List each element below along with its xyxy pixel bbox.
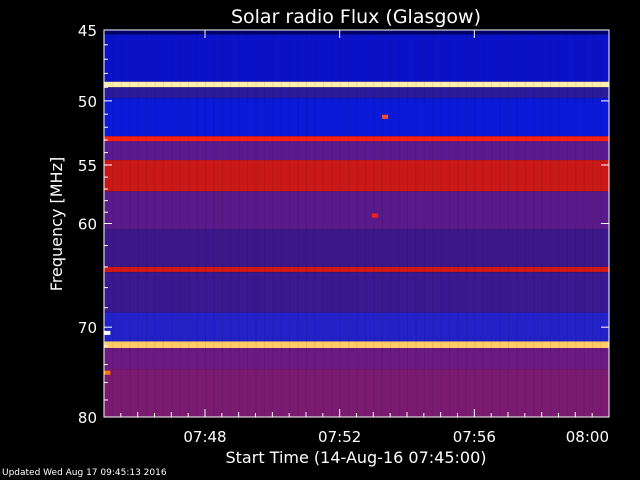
noise-stripe-33 [381, 30, 383, 417]
x-tick-label-2: 07:56 [453, 428, 496, 446]
noise-stripe-34 [390, 30, 392, 417]
noise-stripe-31 [364, 30, 366, 417]
x-tick-label-1: 07:52 [318, 428, 361, 446]
noise-stripe-45 [482, 30, 484, 417]
noise-stripe-51 [533, 30, 535, 417]
noise-stripe-39 [432, 30, 434, 417]
spectrum-band-1 [104, 34, 609, 82]
y-tick-label-5: 80 [78, 409, 97, 427]
noise-stripe-43 [465, 30, 467, 417]
y-axis-label: Frequency [MHz] [47, 157, 66, 291]
spectrum-band-4 [104, 98, 609, 137]
hot-spot-0 [372, 213, 379, 218]
x-axis-label: Start Time (14-Aug-16 07:45:00) [226, 448, 487, 467]
x-tick-label-3: 08:00 [566, 428, 609, 446]
noise-stripe-2 [120, 30, 122, 417]
noise-stripe-40 [440, 30, 442, 417]
noise-stripe-8 [171, 30, 173, 417]
noise-stripe-55 [566, 30, 568, 417]
noise-stripe-25 [314, 30, 316, 417]
noise-stripe-6 [154, 30, 156, 417]
y-tick-label-4: 70 [78, 319, 97, 337]
noise-stripe-12 [205, 30, 206, 417]
hot-spot-2 [104, 330, 111, 335]
noise-stripe-1 [112, 30, 114, 417]
noise-stripe-16 [238, 30, 240, 417]
y-tick-label-2: 55 [78, 157, 97, 175]
noise-stripe-24 [306, 30, 307, 417]
noise-stripe-13 [213, 30, 215, 417]
noise-stripe-41 [449, 30, 451, 417]
spectrum-band-10 [104, 266, 609, 273]
noise-stripe-46 [491, 30, 493, 417]
noise-stripe-11 [196, 30, 198, 417]
y-axis: 45 50 55 60 70 80 [78, 22, 609, 427]
noise-stripe-58 [592, 30, 594, 417]
noise-stripe-3 [129, 30, 131, 417]
spectrum-band-8 [104, 191, 609, 230]
noise-stripe-21 [280, 30, 282, 417]
spectrum-band-5 [104, 136, 609, 142]
noise-stripe-26 [322, 30, 324, 417]
noise-stripe-54 [558, 30, 560, 417]
noise-stripe-48 [508, 30, 509, 417]
noise-stripe-23 [297, 30, 299, 417]
chart-title: Solar radio Flux (Glasgow) [231, 6, 481, 28]
noise-stripe-37 [415, 30, 417, 417]
spectrum-band-12 [104, 312, 609, 342]
y-tick-label-1: 50 [78, 93, 97, 111]
noise-stripe-27 [331, 30, 333, 417]
y-tick-label-3: 60 [78, 216, 97, 234]
spectrum-band-9 [104, 229, 609, 267]
noise-stripe-29 [348, 30, 350, 417]
spectrum-band-13 [104, 341, 609, 348]
noise-stripe-32 [373, 30, 375, 417]
noise-stripe-49 [516, 30, 518, 417]
noise-stripe-5 [146, 30, 148, 417]
spectrum-band-15 [104, 369, 609, 417]
noise-stripe-18 [255, 30, 257, 417]
noise-stripe-19 [263, 30, 265, 417]
noise-stripe-42 [457, 30, 459, 417]
spectrum-band-0 [104, 30, 609, 35]
noise-stripe-36 [407, 30, 408, 417]
noise-stripe-17 [247, 30, 249, 417]
noise-stripe-57 [583, 30, 585, 417]
noise-stripe-7 [162, 30, 164, 417]
noise-stripe-14 [221, 30, 223, 417]
noise-stripe-15 [230, 30, 232, 417]
x-tick-label-0: 07:48 [183, 428, 226, 446]
x-axis: 07:48 07:52 07:56 08:00 [120, 30, 610, 446]
spectrum-band-3 [104, 87, 609, 99]
noise-stripe-10 [188, 30, 190, 417]
noise-stripe-44 [474, 30, 476, 417]
y-tick-label-0: 45 [78, 22, 97, 40]
noise-stripe-9 [179, 30, 181, 417]
spectrum-band-2 [104, 81, 609, 88]
spectrum-band-6 [104, 141, 609, 161]
noise-stripe-56 [575, 30, 577, 417]
noise-stripe-4 [137, 30, 139, 417]
noise-stripe-22 [289, 30, 291, 417]
hot-spot-3 [104, 370, 111, 375]
noise-stripe-28 [339, 30, 341, 417]
noise-stripe-52 [541, 30, 543, 417]
noise-stripe-30 [356, 30, 358, 417]
noise-stripe-47 [499, 30, 501, 417]
noise-stripe-20 [272, 30, 274, 417]
spectrum-band-14 [104, 347, 609, 370]
hot-spot-1 [382, 114, 389, 119]
noise-stripe-38 [423, 30, 425, 417]
updated-timestamp: Updated Wed Aug 17 09:45:13 2016 [2, 468, 167, 478]
spectrum-band-11 [104, 272, 609, 313]
plot-area [104, 30, 609, 417]
noise-stripe-35 [398, 30, 400, 417]
noise-stripe-50 [524, 30, 526, 417]
noise-stripe-53 [550, 30, 552, 417]
spectrum-band-7 [104, 160, 609, 192]
